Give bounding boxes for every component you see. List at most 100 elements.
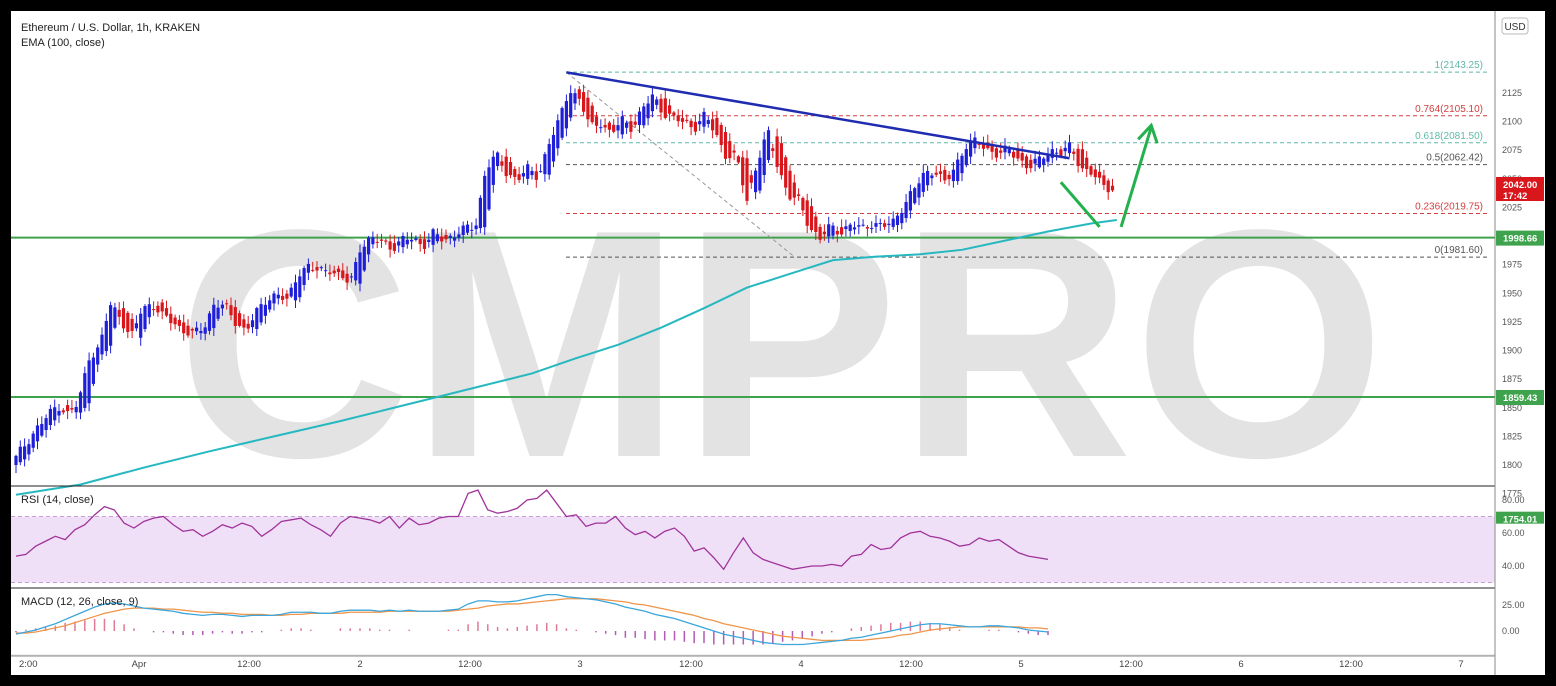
candle: [1050, 149, 1054, 158]
candle: [328, 272, 332, 275]
candle: [1020, 153, 1024, 161]
support-badge-upper-text: 1998.66: [1503, 234, 1537, 245]
candle: [956, 159, 960, 182]
candle: [547, 144, 551, 175]
candle: [1093, 169, 1097, 178]
candle: [487, 167, 491, 210]
candle: [818, 226, 822, 240]
candle: [48, 408, 52, 426]
rsi-legend: RSI (14, close): [21, 494, 94, 506]
candle: [461, 225, 465, 236]
candle: [797, 194, 801, 196]
candle: [169, 313, 173, 324]
candle: [156, 305, 160, 313]
y-tick-label: 1875: [1502, 374, 1522, 384]
candle: [556, 120, 560, 149]
candle: [367, 237, 371, 255]
current-price-badge-text: 2042.00: [1503, 180, 1537, 191]
candle: [397, 241, 401, 246]
candle: [560, 108, 564, 138]
candle: [865, 227, 869, 229]
candle: [517, 174, 521, 180]
candle: [861, 224, 865, 226]
x-tick-label: 3: [577, 659, 582, 670]
candle: [448, 235, 452, 238]
candle: [500, 161, 504, 166]
candle: [668, 105, 672, 114]
fib-label: 0.5(2062.42): [1426, 153, 1483, 164]
candle: [732, 150, 736, 153]
candle: [582, 92, 586, 112]
arrow-down: [1059, 181, 1101, 228]
candle: [496, 152, 500, 167]
rsi-tick-label: 60.00: [1502, 528, 1525, 538]
candle: [904, 201, 908, 219]
candle: [741, 157, 745, 186]
candle: [354, 262, 358, 281]
candle: [259, 304, 263, 323]
candle: [91, 357, 95, 384]
candle: [827, 224, 831, 237]
candle: [685, 119, 689, 121]
candle: [900, 212, 904, 224]
rsi-pane: [11, 485, 1495, 583]
candle: [246, 323, 250, 329]
candle: [177, 319, 181, 326]
candle: [104, 320, 108, 352]
candle: [1102, 175, 1106, 185]
candle: [1003, 145, 1007, 153]
candle: [504, 156, 508, 177]
candle: [435, 234, 439, 242]
candle: [551, 134, 556, 162]
x-tick-label: 12:00: [679, 659, 703, 670]
rsi-band: [11, 516, 1495, 583]
axes: 1775180018251850187519001925195019752000…: [11, 11, 1544, 675]
candle: [844, 226, 848, 230]
candle: [358, 252, 362, 284]
candle: [964, 149, 968, 166]
candle: [883, 223, 887, 227]
candle: [835, 230, 839, 235]
watermark: CMPRO: [176, 162, 1386, 525]
y-tick-label: 2125: [1502, 88, 1522, 98]
candle: [160, 302, 164, 312]
candle: [182, 322, 186, 334]
candle: [100, 334, 104, 355]
fib-label: 0.764(2105.10): [1415, 104, 1483, 115]
candle: [771, 148, 775, 151]
currency-badge[interactable]: USD: [1501, 17, 1529, 35]
candle: [238, 313, 242, 326]
macd-tick-label: 25.00: [1502, 600, 1525, 610]
x-tick-label: 5: [1018, 659, 1023, 670]
candle: [938, 171, 943, 174]
chart-title: Ethereum / U.S. Dollar, 1h, KRAKEN: [21, 22, 200, 34]
candle: [61, 410, 65, 413]
candle: [130, 318, 134, 331]
candle: [315, 267, 319, 271]
candle: [969, 141, 973, 157]
ema-line: [15, 219, 1117, 496]
candle: [96, 347, 100, 365]
candle: [207, 313, 212, 331]
candle: [569, 93, 573, 118]
trading-chart[interactable]: CMPRO 1(2143.25) 0.764(2105.10) 0.618(2081…: [11, 11, 1545, 675]
candle: [371, 237, 375, 245]
chart-frame: CMPRO 1(2143.25) 0.764(2105.10) 0.618(2081…: [11, 11, 1545, 675]
candle: [895, 215, 900, 226]
candle: [951, 169, 955, 182]
candle: [930, 175, 934, 179]
candle: [392, 243, 396, 251]
macd-legend: MACD (12, 26, close, 9): [21, 596, 138, 608]
candle: [521, 173, 525, 177]
fib-label: 0.618(2081.50): [1415, 131, 1483, 142]
candle: [1059, 149, 1063, 156]
candle: [31, 433, 35, 448]
candle: [526, 164, 530, 179]
candle: [805, 200, 809, 226]
candle: [285, 293, 289, 299]
candle: [268, 300, 272, 310]
candle: [422, 239, 427, 249]
candle: [1007, 149, 1011, 154]
candle: [121, 308, 126, 329]
candle: [117, 309, 121, 317]
